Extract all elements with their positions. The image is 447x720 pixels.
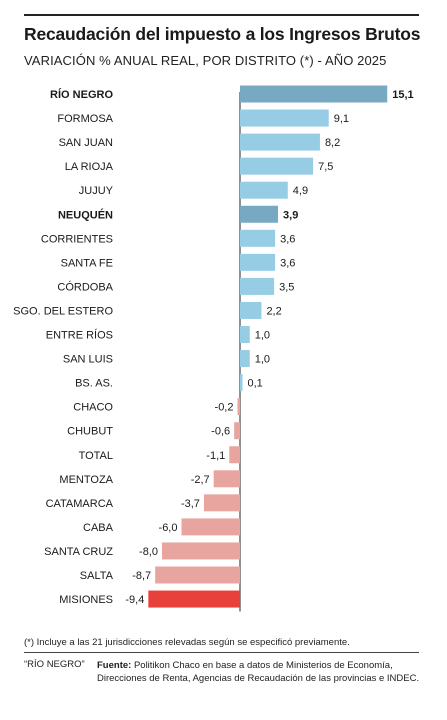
- value-label: 0,1: [248, 378, 263, 390]
- bar-20: [155, 566, 240, 584]
- value-label: 3,6: [280, 257, 295, 269]
- category-label: JUJUY: [79, 185, 114, 197]
- value-label: 3,6: [280, 233, 295, 245]
- value-label: 15,1: [392, 89, 413, 101]
- bar-14: [234, 422, 240, 440]
- bar-17: [203, 494, 240, 512]
- category-label: ENTRE RÍOS: [46, 329, 113, 342]
- category-label: CÓRDOBA: [57, 280, 113, 293]
- bar-7: [240, 253, 276, 271]
- value-label: 7,5: [318, 161, 333, 173]
- source-note: Fuente: Politikon Chaco en base a datos …: [97, 659, 422, 685]
- category-label: MISIONES: [59, 594, 113, 606]
- bar-13: [237, 398, 240, 416]
- category-label: MENTOZA: [59, 474, 113, 486]
- bottom-rule: [24, 652, 419, 653]
- value-label: -8,7: [132, 570, 151, 582]
- category-label: CORRIENTES: [41, 233, 113, 245]
- bar-chart: RÍO NEGRO 15,1 FORMOSA 9,1 SAN JUAN 8,2 LA RIO…: [13, 85, 414, 612]
- bar-5: [240, 205, 279, 223]
- chart-title: Recaudación del impuesto a los Ingresos …: [24, 24, 421, 44]
- bar-19: [162, 542, 240, 560]
- value-label: 3,5: [279, 281, 294, 293]
- category-label: CHACO: [73, 402, 113, 414]
- bar-4: [240, 181, 288, 199]
- top-rule: [24, 14, 419, 16]
- category-label: LA RIOJA: [65, 161, 114, 173]
- value-label: -2,7: [191, 474, 210, 486]
- value-label: 2,2: [266, 305, 281, 317]
- bar-10: [240, 326, 250, 343]
- value-label: 3,9: [283, 209, 298, 221]
- category-label: BS. AS.: [75, 378, 113, 390]
- value-label: -8,0: [139, 546, 158, 558]
- value-label: -1,1: [206, 450, 225, 462]
- bar-6: [240, 229, 276, 247]
- category-label: SAN LUIS: [63, 354, 113, 366]
- source-text: Politikon Chaco en base a datos de Minis…: [97, 660, 420, 684]
- bar-8: [240, 277, 275, 295]
- value-label: 1,0: [255, 330, 270, 342]
- value-label: 8,2: [325, 137, 340, 149]
- category-label: TOTAL: [79, 450, 113, 462]
- value-label: -0,6: [211, 426, 230, 438]
- photo-credit: “RÍO NEGRO”: [24, 659, 85, 670]
- bar-0: [240, 85, 388, 103]
- category-label: NEUQUÉN: [58, 208, 113, 221]
- category-label: CATAMARCA: [46, 498, 114, 510]
- chart-subtitle: VARIACIÓN % ANUAL REAL, POR DISTRITO (*)…: [24, 53, 387, 68]
- value-label: -0,2: [215, 402, 234, 414]
- category-label: SALTA: [80, 570, 114, 582]
- bar-11: [240, 350, 250, 368]
- value-label: 1,0: [255, 354, 270, 366]
- bar-18: [181, 518, 240, 536]
- bar-1: [240, 109, 329, 127]
- bar-12: [240, 374, 243, 392]
- bar-21: [148, 590, 240, 608]
- category-label: SANTA CRUZ: [44, 546, 113, 558]
- category-label: SAN JUAN: [59, 137, 113, 149]
- bar-15: [229, 446, 240, 464]
- value-label: -3,7: [181, 498, 200, 510]
- value-label: 9,1: [334, 113, 349, 125]
- category-label: RÍO NEGRO: [50, 88, 113, 101]
- bar-2: [240, 133, 320, 151]
- bar-16: [213, 470, 240, 488]
- source-label: Fuente:: [97, 660, 132, 671]
- category-label: CABA: [83, 522, 114, 534]
- value-label: -9,4: [125, 594, 144, 606]
- footnote: (*) Incluye a las 21 jurisdicciones rele…: [24, 637, 350, 648]
- value-label: -6,0: [159, 522, 178, 534]
- bar-3: [240, 157, 314, 175]
- category-label: SGO. DEL ESTERO: [13, 305, 113, 317]
- category-label: FORMOSA: [57, 113, 113, 125]
- bar-9: [240, 301, 262, 319]
- category-label: CHUBUT: [67, 426, 113, 438]
- value-label: 4,9: [293, 185, 308, 197]
- category-label: SANTA FE: [61, 257, 113, 269]
